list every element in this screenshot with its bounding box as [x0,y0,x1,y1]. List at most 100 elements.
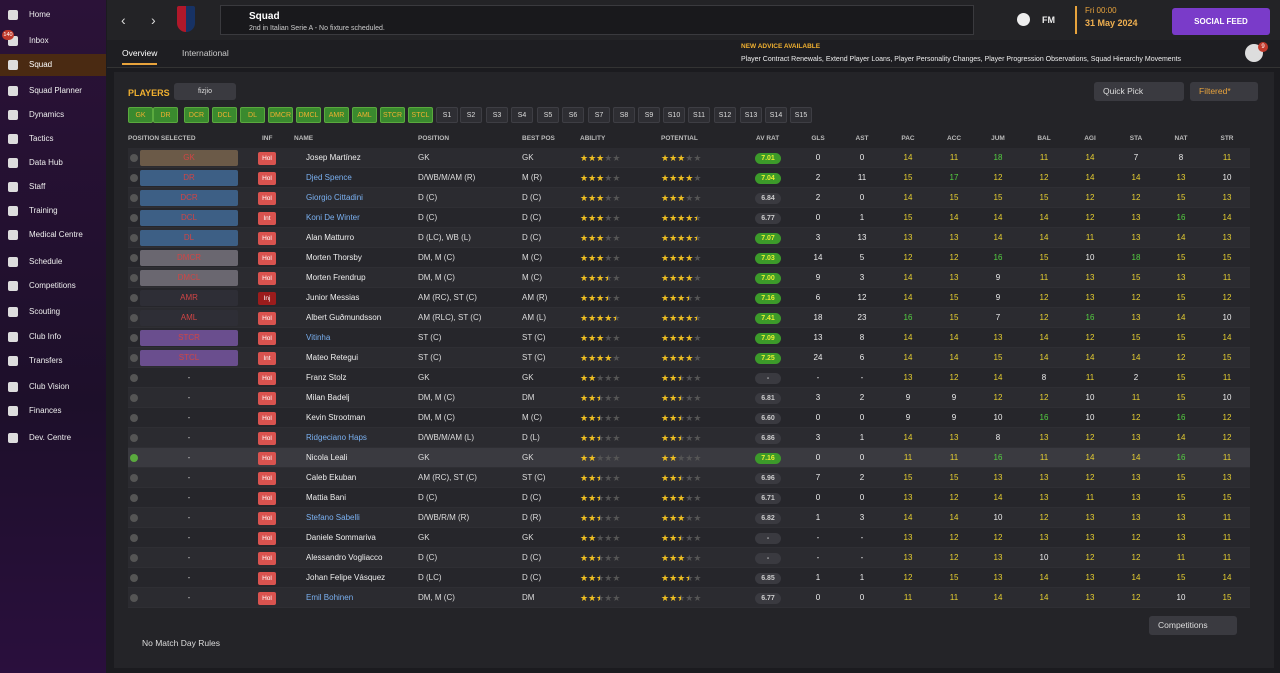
select-dot[interactable] [130,594,138,602]
column-header[interactable]: STA [1129,135,1143,142]
select-dot[interactable] [130,514,138,522]
player-name[interactable]: Caleb Ekuban [306,473,357,482]
position-selected[interactable]: DMCL [140,270,238,286]
position-button[interactable]: STCR [380,107,405,123]
position-selected[interactable]: AML [140,310,238,326]
player-name[interactable]: Mateo Retegui [306,353,359,362]
player-row[interactable]: - Hol Kevin Strootman DM, M (C) M (C) ★ ★ ★ ★ ★ ★ ★… [128,408,1250,428]
position-button[interactable]: S6 [562,107,584,123]
nav-item[interactable]: Medical Centre [0,224,106,246]
player-row[interactable]: STCR Hol Vitinha ST (C) ST (C) ★ ★ ★ ★ ★ ★ ★ ★ ★ ★ ★ ★ ★ ★… [128,328,1250,348]
nav-item[interactable]: Data Hub [0,152,106,174]
player-row[interactable]: DMCL Hol Morten Frendrup DM, M (C) M (C) ★ ★ ★ ★… [128,268,1250,288]
player-row[interactable]: - Hol Daniele Sommariva GK GK ★★★★★★★★★★ ★★★★★… [128,528,1250,548]
select-dot[interactable] [130,454,138,462]
back[interactable]: ‹ [121,12,126,28]
position-selected[interactable]: DR [140,170,238,186]
player-row[interactable]: - Hol Johan Felipe Vásquez D (LC) D (C) ★ ★ ★ ★ ★… [128,568,1250,588]
position-button[interactable]: S11 [688,107,710,123]
player-name[interactable]: Djed Spence [306,173,352,182]
player-row[interactable]: DL Hol Alan Matturro D (LC), WB (L) D (C) ★ ★ ★… [128,228,1250,248]
column-header[interactable]: POSITION [418,135,450,142]
filter[interactable]: Filtered* [1190,82,1258,101]
player-name[interactable]: Milan Badelj [306,393,350,402]
position-selected[interactable]: STCR [140,330,238,346]
position-selected[interactable]: - [187,453,191,462]
position-button[interactable]: GK [128,107,153,123]
player-row[interactable]: DCR Hol Giorgio Cittadini D (C) D (C) ★ ★ ★ ★ ★ ★ ★… [128,188,1250,208]
position-button[interactable]: S1 [436,107,458,123]
position-button[interactable]: S7 [588,107,610,123]
view-selector[interactable]: fizjio [174,83,236,100]
position-button[interactable]: S2 [460,107,482,123]
competitions-button[interactable]: Competitions [1149,616,1237,635]
nav-item[interactable]: Training [0,200,106,222]
position-button[interactable]: DCL [212,107,237,123]
position-button[interactable]: DMCR [268,107,293,123]
advice-text[interactable]: Player Contract Renewals, Extend Player … [741,56,1182,63]
player-name[interactable]: Morten Frendrup [306,273,366,282]
search-box[interactable]: Squad 2nd in Italian Serie A - No fixtur… [220,5,974,35]
position-selected[interactable]: - [187,433,191,442]
nav-item[interactable]: Tactics [0,128,106,150]
player-name[interactable]: Nicola Leali [306,453,348,462]
position-button[interactable]: DR [153,107,178,123]
position-button[interactable]: S8 [613,107,635,123]
player-name[interactable]: Emil Bohinen [306,593,354,602]
player-name[interactable]: Mattia Bani [306,493,347,502]
select-dot[interactable] [130,534,138,542]
column-header[interactable]: POSITION SELECTED [128,135,196,142]
player-row[interactable]: STCL Int Mateo Retegui ST (C) ST (C) ★ ★ ★ ★ ★ ★ ★ ★… [128,348,1250,368]
select-dot[interactable] [130,354,138,362]
column-header[interactable]: NAT [1174,135,1188,142]
select-dot[interactable] [130,474,138,482]
position-button[interactable]: AMR [324,107,349,123]
player-row[interactable]: - Hol Nicola Leali GK GK ★★★★★★★★★★ ★★★★★★★★★★… [128,448,1250,468]
player-name[interactable]: Alan Matturro [306,233,355,242]
position-button[interactable]: S3 [486,107,508,123]
nav-item[interactable]: Staff [0,176,106,198]
player-name[interactable]: Albert Guðmundsson [306,313,382,322]
player-row[interactable]: DR Hol Djed Spence D/WB/M/AM (R) M (R) ★ ★ ★ ★ ★ ★… [128,168,1250,188]
column-header[interactable]: AST [855,135,869,142]
column-header[interactable]: ACC [946,135,962,142]
column-header[interactable]: BEST POS [522,135,555,142]
column-header[interactable]: AGI [1084,135,1096,142]
player-name[interactable]: Morten Thorsby [306,253,362,262]
select-dot[interactable] [130,274,138,282]
column-header[interactable]: POTENTIAL [661,135,698,142]
select-dot[interactable] [130,254,138,262]
player-name[interactable]: Stefano Sabelli [306,513,360,522]
position-selected[interactable]: DL [140,230,238,246]
nav-item[interactable]: Squad Planner [0,80,106,102]
player-name[interactable]: Alessandro Vogliacco [306,553,383,562]
select-dot[interactable] [130,174,138,182]
select-dot[interactable] [130,214,138,222]
position-button[interactable]: STCL [408,107,433,123]
player-name[interactable]: Kevin Strootman [306,413,366,422]
select-dot[interactable] [130,574,138,582]
position-button[interactable]: DL [240,107,265,123]
select-dot[interactable] [130,554,138,562]
position-button[interactable]: S15 [790,107,812,123]
nav-item[interactable]: Dev. Centre [0,427,106,449]
player-row[interactable]: - Hol Alessandro Vogliacco D (C) D (C) ★ ★ ★ ★ ★ ★… [128,548,1250,568]
nav-item[interactable]: Home [0,4,106,26]
position-selected[interactable]: - [187,533,191,542]
position-selected[interactable]: - [187,413,191,422]
position-selected[interactable]: - [187,553,191,562]
position-button[interactable]: S5 [537,107,559,123]
fm-button[interactable]: FM [1042,15,1055,25]
position-button[interactable]: S14 [765,107,787,123]
select-dot[interactable] [130,374,138,382]
position-selected[interactable]: DCL [140,210,238,226]
position-button[interactable]: AML [352,107,377,123]
select-dot[interactable] [130,334,138,342]
player-name[interactable]: Ridgeciano Haps [306,433,367,442]
position-button[interactable]: S10 [663,107,685,123]
player-row[interactable]: - Hol Mattia Bani D (C) D (C) ★ ★ ★ ★ ★ ★ ★ ★ ★ ★ ★ ★ ★ ★ ★… [128,488,1250,508]
player-row[interactable]: - Hol Emil Bohinen DM, M (C) DM ★ ★ ★ ★ ★ ★ ★ ★ ★ ★ ★ ★ ★… [128,588,1250,608]
nav-item[interactable]: Scouting [0,301,106,323]
position-selected[interactable]: DCR [140,190,238,206]
player-name[interactable]: Franz Stolz [306,373,347,382]
